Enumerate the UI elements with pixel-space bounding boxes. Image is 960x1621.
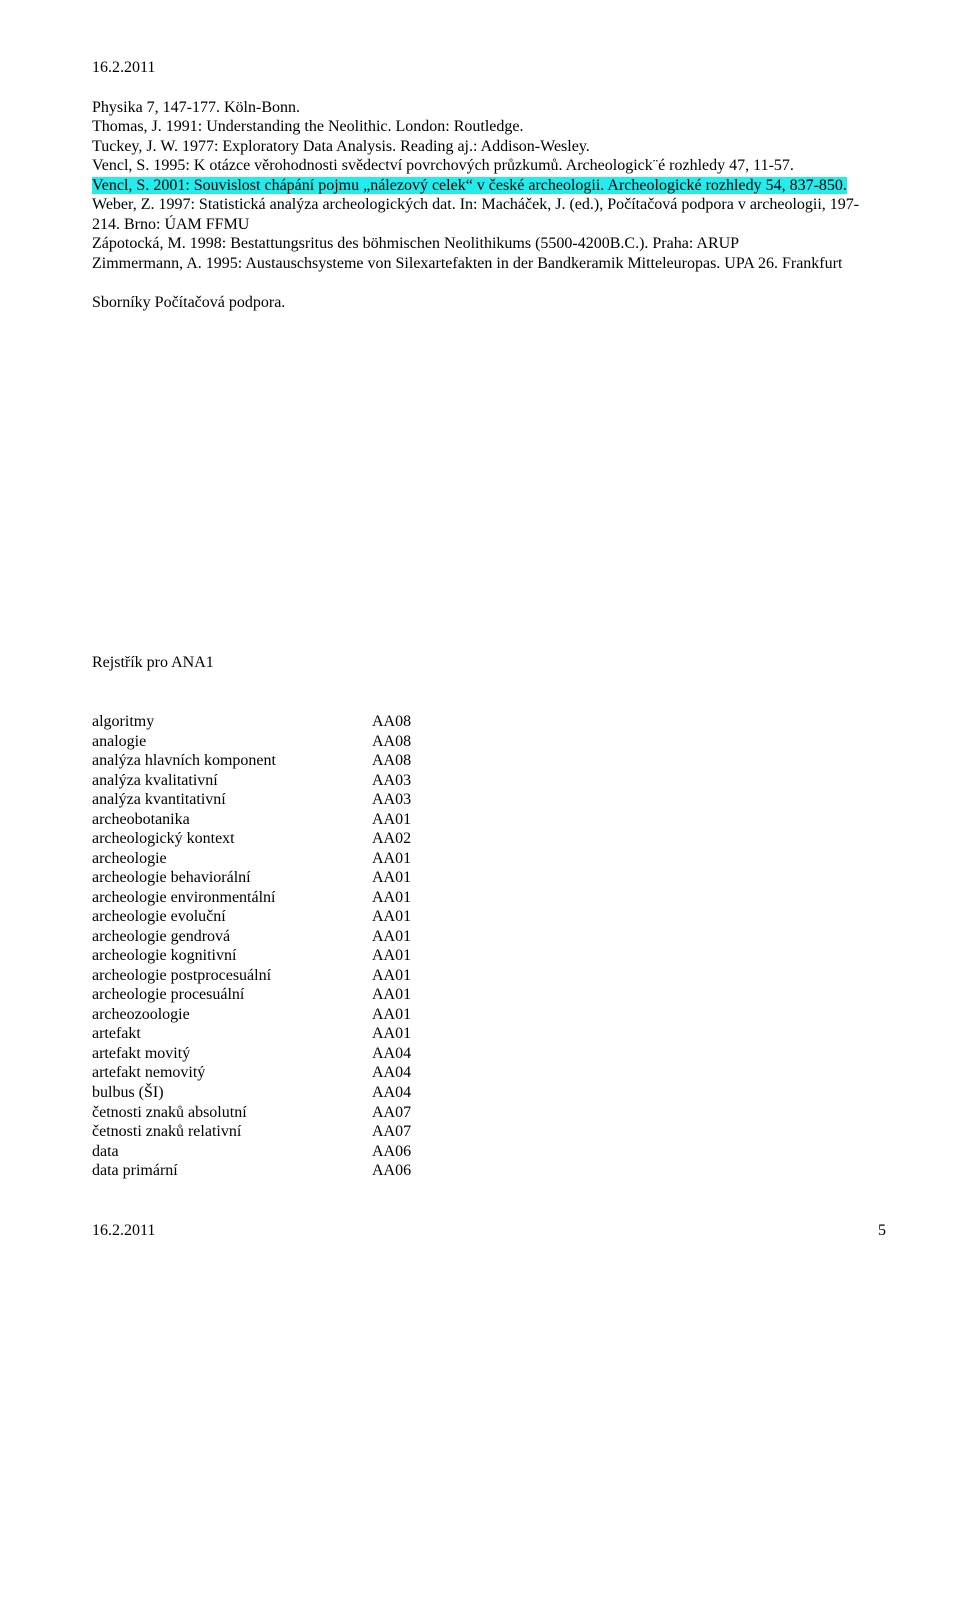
index-term: archeozoologie bbox=[92, 1005, 372, 1025]
references-paragraph: Physika 7, 147-177. Köln-Bonn. Thomas, J.… bbox=[92, 98, 886, 274]
index-title: Rejstřík pro ANA1 bbox=[92, 653, 886, 673]
index-term: data bbox=[92, 1142, 372, 1162]
index-code: AA01 bbox=[372, 868, 492, 888]
table-row: archeologie postprocesuálníAA01 bbox=[92, 966, 492, 986]
table-row: archeologie gendrováAA01 bbox=[92, 927, 492, 947]
index-code: AA01 bbox=[372, 810, 492, 830]
reference-entry: Vencl, S. 2001: Souvislost chápání pojmu… bbox=[92, 177, 847, 194]
table-row: archeozoologieAA01 bbox=[92, 1005, 492, 1025]
footer: 16.2.2011 5 bbox=[92, 1221, 886, 1241]
table-row: archeologie environmentálníAA01 bbox=[92, 888, 492, 908]
index-term: artefakt movitý bbox=[92, 1044, 372, 1064]
references-closing-text: Sborníky Počítačová podpora. bbox=[92, 293, 886, 313]
table-row: artefakt movitýAA04 bbox=[92, 1044, 492, 1064]
reference-entry: Zápotocká, M. 1998: Bestattungsritus des… bbox=[92, 235, 739, 252]
index-term: artefakt nemovitý bbox=[92, 1063, 372, 1083]
index-term: analogie bbox=[92, 732, 372, 752]
index-code: AA04 bbox=[372, 1063, 492, 1083]
table-row: analýza hlavních komponentAA08 bbox=[92, 751, 492, 771]
index-term: bulbus (ŠI) bbox=[92, 1083, 372, 1103]
index-code: AA06 bbox=[372, 1161, 492, 1181]
index-code: AA03 bbox=[372, 790, 492, 810]
index-term: archeologie bbox=[92, 849, 372, 869]
index-code: AA06 bbox=[372, 1142, 492, 1162]
index-code: AA08 bbox=[372, 732, 492, 752]
index-term: archeologie gendrová bbox=[92, 927, 372, 947]
index-code: AA01 bbox=[372, 927, 492, 947]
index-term: četnosti znaků absolutní bbox=[92, 1103, 372, 1123]
table-row: archeologie evolučníAA01 bbox=[92, 907, 492, 927]
table-row: archeologie procesuálníAA01 bbox=[92, 985, 492, 1005]
table-row: algoritmyAA08 bbox=[92, 712, 492, 732]
index-code: AA07 bbox=[372, 1122, 492, 1142]
table-row: analýza kvalitativníAA03 bbox=[92, 771, 492, 791]
index-code: AA08 bbox=[372, 712, 492, 732]
index-code: AA01 bbox=[372, 907, 492, 927]
reference-entry: Zimmermann, A. 1995: Austauschsysteme vo… bbox=[92, 255, 842, 272]
table-row: archeologie kognitivníAA01 bbox=[92, 946, 492, 966]
index-table: algoritmyAA08analogieAA08analýza hlavníc… bbox=[92, 712, 492, 1180]
index-code: AA03 bbox=[372, 771, 492, 791]
table-row: artefaktAA01 bbox=[92, 1024, 492, 1044]
index-code: AA04 bbox=[372, 1083, 492, 1103]
index-code: AA01 bbox=[372, 1024, 492, 1044]
references-block: Physika 7, 147-177. Köln-Bonn. Thomas, J.… bbox=[92, 98, 886, 274]
index-code: AA01 bbox=[372, 888, 492, 908]
table-row: četnosti znaků relativníAA07 bbox=[92, 1122, 492, 1142]
index-title-text: Rejstřík pro ANA1 bbox=[92, 653, 886, 673]
table-row: archeobotanikaAA01 bbox=[92, 810, 492, 830]
index-term: archeologie procesuální bbox=[92, 985, 372, 1005]
table-row: artefakt nemovitýAA04 bbox=[92, 1063, 492, 1083]
index-term: analýza hlavních komponent bbox=[92, 751, 372, 771]
index-term: archeobotanika bbox=[92, 810, 372, 830]
index-code: AA01 bbox=[372, 1005, 492, 1025]
table-row: archeologieAA01 bbox=[92, 849, 492, 869]
header-date: 16.2.2011 bbox=[92, 58, 886, 78]
table-row: bulbus (ŠI)AA04 bbox=[92, 1083, 492, 1103]
index-term: četnosti znaků relativní bbox=[92, 1122, 372, 1142]
reference-entry: Physika 7, 147-177. Köln-Bonn. bbox=[92, 99, 300, 116]
table-row: analogieAA08 bbox=[92, 732, 492, 752]
reference-entry: Vencl, S. 1995: K otázce věrohodnosti sv… bbox=[92, 157, 794, 174]
index-term: archeologie postprocesuální bbox=[92, 966, 372, 986]
table-row: četnosti znaků absolutníAA07 bbox=[92, 1103, 492, 1123]
index-code: AA01 bbox=[372, 946, 492, 966]
index-term: algoritmy bbox=[92, 712, 372, 732]
table-row: dataAA06 bbox=[92, 1142, 492, 1162]
index-term: artefakt bbox=[92, 1024, 372, 1044]
reference-entry: Weber, Z. 1997: Statistická analýza arch… bbox=[92, 196, 859, 233]
header-date-text: 16.2.2011 bbox=[92, 58, 886, 78]
spacer bbox=[92, 333, 886, 653]
index-term: analýza kvantitativní bbox=[92, 790, 372, 810]
reference-entry: Tuckey, J. W. 1977: Exploratory Data Ana… bbox=[92, 138, 590, 155]
index-code: AA01 bbox=[372, 849, 492, 869]
index-term: data primární bbox=[92, 1161, 372, 1181]
reference-entry: Thomas, J. 1991: Understanding the Neoli… bbox=[92, 118, 524, 135]
index-code: AA01 bbox=[372, 985, 492, 1005]
table-row: analýza kvantitativníAA03 bbox=[92, 790, 492, 810]
index-term: archeologie evoluční bbox=[92, 907, 372, 927]
footer-page: 5 bbox=[878, 1221, 886, 1241]
index-term: archeologie kognitivní bbox=[92, 946, 372, 966]
references-closing: Sborníky Počítačová podpora. bbox=[92, 293, 886, 313]
table-row: archeologický kontextAA02 bbox=[92, 829, 492, 849]
table-row: archeologie behaviorálníAA01 bbox=[92, 868, 492, 888]
index-term: archeologie environmentální bbox=[92, 888, 372, 908]
table-row: data primárníAA06 bbox=[92, 1161, 492, 1181]
index-code: AA08 bbox=[372, 751, 492, 771]
index-code: AA04 bbox=[372, 1044, 492, 1064]
index-code: AA01 bbox=[372, 966, 492, 986]
index-term: analýza kvalitativní bbox=[92, 771, 372, 791]
index-term: archeologie behaviorální bbox=[92, 868, 372, 888]
index-term: archeologický kontext bbox=[92, 829, 372, 849]
index-code: AA07 bbox=[372, 1103, 492, 1123]
index-code: AA02 bbox=[372, 829, 492, 849]
footer-date: 16.2.2011 bbox=[92, 1221, 155, 1241]
